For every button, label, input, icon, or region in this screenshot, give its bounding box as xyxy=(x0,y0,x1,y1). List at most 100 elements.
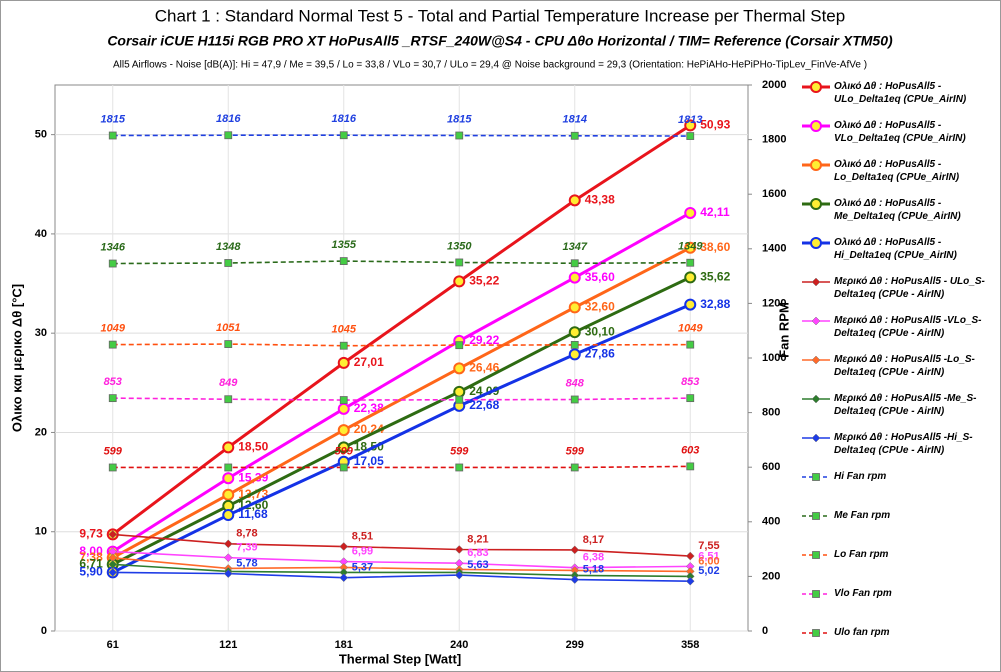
series-line xyxy=(112,260,691,265)
point xyxy=(339,341,348,350)
point xyxy=(337,424,350,437)
point xyxy=(570,395,579,404)
legend-label: Μερικό Δθ : HoPusAll5 -Lo_S-Delta1eq (CP… xyxy=(834,354,975,378)
series-line xyxy=(112,556,691,573)
legend-marker xyxy=(811,277,821,287)
value-label: 5,37 xyxy=(352,562,373,574)
value-label: 1816 xyxy=(216,113,241,125)
legend-label: Me Fan rpm xyxy=(834,510,891,521)
legend-swatch xyxy=(802,590,830,598)
value-label: 8,51 xyxy=(352,530,373,542)
chart-title: Chart 1 : Standard Normal Test 5 - Total… xyxy=(155,6,845,25)
legend-label: Μερικό Δθ : HoPusAll5 - ULo_S-Delta1eq (… xyxy=(834,276,985,300)
legend-swatch xyxy=(802,551,830,559)
legend-item: Ολικό Δθ : HoPusAll5 - Lo_Delta1eq (CPUe… xyxy=(800,158,996,197)
value-label: 8,00 xyxy=(79,544,103,558)
value-label: 5,02 xyxy=(698,565,719,577)
chart-note: All5 Airflows - Noise [dB(A)]: Hi = 47,9… xyxy=(113,60,867,71)
point xyxy=(224,131,233,140)
point xyxy=(686,394,695,403)
value-label: 43,38 xyxy=(585,193,615,207)
legend-item: Me Fan rpm xyxy=(800,509,996,548)
value-label: 35,22 xyxy=(469,274,499,288)
value-label: 11,68 xyxy=(238,507,268,521)
value-label: 1349 xyxy=(678,241,703,253)
point xyxy=(108,340,117,349)
value-label: 1815 xyxy=(101,113,126,125)
legend-swatch xyxy=(802,159,830,171)
legend-label: Ολικό Δθ : HoPusAll5 - VLo_Delta1eq (CPU… xyxy=(834,120,966,144)
point xyxy=(337,356,350,369)
value-label: 5,90 xyxy=(79,565,103,579)
value-label: 26,46 xyxy=(469,360,499,374)
point xyxy=(570,575,580,584)
value-label: 27,86 xyxy=(585,347,615,361)
value-label: 599 xyxy=(566,445,585,457)
value-label: 6,71 xyxy=(79,557,103,571)
point xyxy=(222,472,235,485)
y2-tick-label: 600 xyxy=(762,461,780,473)
legend-item: Μερικό Δθ : HoPusAll5 -Hi_S-Delta1eq (CP… xyxy=(800,431,996,470)
value-label: 24,09 xyxy=(469,384,499,398)
value-label: 17,05 xyxy=(354,454,384,468)
legend-label: Ολικό Δθ : HoPusAll5 - ULo_Delta1eq (CPU… xyxy=(834,81,967,105)
legend-marker xyxy=(812,629,820,637)
value-label: 6,51 xyxy=(698,550,719,562)
series-line xyxy=(112,571,691,582)
point xyxy=(454,570,464,580)
point xyxy=(108,259,117,268)
legend-marker xyxy=(811,433,821,443)
point xyxy=(224,463,233,472)
x-tick-label: 181 xyxy=(335,639,353,651)
point xyxy=(568,348,581,361)
series-line xyxy=(112,563,691,578)
legend-marker xyxy=(810,120,822,132)
point xyxy=(108,568,118,577)
legend-item: Μερικό Δθ : HoPusAll5 -Me_S-Delta1eq (CP… xyxy=(800,392,996,431)
legend-swatch xyxy=(802,629,830,637)
point xyxy=(108,394,117,403)
value-label: 1346 xyxy=(101,241,126,253)
value-label: 1051 xyxy=(216,322,240,334)
legend-item: Μερικό Δθ : HoPusAll5 - ULo_S-Delta1eq (… xyxy=(800,275,996,314)
legend-label: Lo Fan rpm xyxy=(834,549,889,560)
value-label: 1045 xyxy=(332,324,357,336)
value-label: 853 xyxy=(104,376,122,388)
legend-marker xyxy=(812,473,820,481)
legend-label: Ολικό Δθ : HoPusAll5 - Me_Delta1eq (CPUe… xyxy=(834,198,961,222)
value-label: 603 xyxy=(681,444,699,456)
y-tick-label: 20 xyxy=(35,426,47,438)
legend: Ολικό Δθ : HoPusAll5 - ULo_Delta1eq (CPU… xyxy=(800,80,996,665)
legend-marker xyxy=(811,394,821,404)
point xyxy=(685,551,695,561)
legend-swatch xyxy=(802,473,830,481)
legend-label: Μερικό Δθ : HoPusAll5 -VLo_S-Delta1eq (C… xyxy=(834,315,982,339)
value-label: 1348 xyxy=(216,241,241,253)
y2-tick-label: 1200 xyxy=(762,297,786,309)
legend-marker xyxy=(810,237,822,249)
series-line xyxy=(112,343,691,347)
y2-tick-label: 1600 xyxy=(762,188,786,200)
point xyxy=(339,131,348,140)
point xyxy=(224,395,233,404)
legend-item: Vlo Fan rpm xyxy=(800,587,996,626)
point xyxy=(224,259,233,267)
y2-tick-label: 1000 xyxy=(762,352,786,364)
x-tick-label: 299 xyxy=(566,639,584,651)
value-label: 35,60 xyxy=(585,270,615,284)
legend-marker xyxy=(812,551,820,559)
y2-tick-label: 2000 xyxy=(762,79,786,91)
value-label: 38,60 xyxy=(700,240,730,254)
point xyxy=(570,545,580,555)
value-label: 8,21 xyxy=(467,533,488,545)
value-label: 12,60 xyxy=(238,498,268,512)
legend-item: Ολικό Δθ : HoPusAll5 - Me_Delta1eq (CPUe… xyxy=(800,197,996,236)
point xyxy=(222,509,235,522)
point xyxy=(453,385,466,398)
legend-swatch xyxy=(802,433,830,443)
x-axis-title: Thermal Step [Watt] xyxy=(339,651,461,666)
legend-marker xyxy=(810,159,822,171)
point xyxy=(570,131,579,140)
y2-tick-label: 800 xyxy=(762,407,780,419)
legend-swatch xyxy=(802,120,830,132)
